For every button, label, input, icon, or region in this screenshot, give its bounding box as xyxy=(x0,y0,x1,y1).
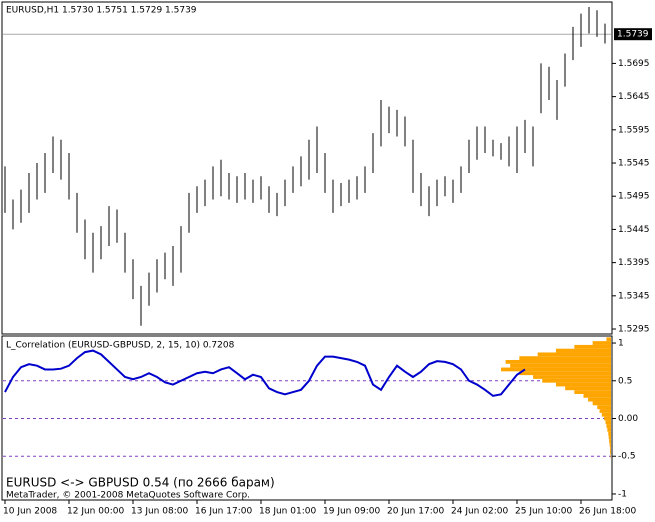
annotation: EURUSD <-> GBPUSD 0.54 (по 2666 барам) xyxy=(6,476,275,490)
histogram-bar xyxy=(599,409,611,413)
x-tick-label: 25 Jun 10:00 xyxy=(515,507,572,517)
x-tick-label: 16 Jun 17:00 xyxy=(195,507,252,517)
footer: MetaTrader, © 2001-2008 MetaQuotes Softw… xyxy=(6,491,250,501)
histogram-bar xyxy=(606,337,611,342)
y-tick-label: 1.5345 xyxy=(618,291,650,301)
x-tick-label: 12 Jun 00:00 xyxy=(67,507,124,517)
x-tick-label: 26 Jun 18:00 xyxy=(579,507,636,517)
histogram-bar xyxy=(607,427,611,432)
y-tick-label: 1.5395 xyxy=(618,258,650,268)
x-tick-label: 24 Jun 02:00 xyxy=(451,507,508,517)
histogram-bar xyxy=(565,386,611,391)
y-tick-label: 1.5495 xyxy=(618,192,650,202)
y-tick-label: 1.5445 xyxy=(618,225,650,235)
histogram-bar xyxy=(505,360,611,364)
y-tick-label: -1 xyxy=(618,489,627,499)
histogram-bar xyxy=(574,344,611,349)
x-tick-label: 10 Jun 2008 xyxy=(3,507,57,517)
y-tick-label: 1.5695 xyxy=(618,59,650,69)
histogram-bar xyxy=(556,348,611,353)
histogram-bar xyxy=(556,382,611,387)
y-tick-label: 1.5545 xyxy=(618,159,650,169)
histogram-bar xyxy=(609,439,611,444)
correlation-line xyxy=(4,349,526,397)
last-price-label: 1.5739 xyxy=(617,30,649,40)
histogram-bar xyxy=(592,401,611,406)
histogram-bar xyxy=(537,352,611,357)
y-tick-label: 1.5645 xyxy=(618,92,650,102)
histogram-bar xyxy=(610,450,611,455)
price-title: EURUSD,H1 1.5730 1.5751 1.5729 1.5739 xyxy=(6,6,197,16)
indicator-title: L_Correlation (EURUSD-GBPUSD, 2, 15, 10)… xyxy=(6,341,235,351)
histogram-bar xyxy=(519,371,611,376)
x-tick-label: 19 Jun 09:00 xyxy=(323,507,380,517)
histogram-bar xyxy=(592,341,611,345)
histogram-bar xyxy=(542,378,611,383)
y-tick-label: -0.5 xyxy=(618,452,636,462)
price-window xyxy=(1,1,613,335)
histogram-bar xyxy=(501,367,611,372)
x-tick-label: 13 Jun 08:00 xyxy=(131,507,188,517)
histogram-bar xyxy=(510,363,611,368)
histogram-bar xyxy=(533,375,611,379)
y-tick-label: 1 xyxy=(618,339,624,349)
last-price-box xyxy=(614,28,652,41)
histogram-bar xyxy=(601,412,611,417)
histogram-bar xyxy=(597,405,611,410)
y-tick-label: 1.5295 xyxy=(618,325,650,335)
histogram-bar xyxy=(605,420,611,425)
histogram-bar xyxy=(608,431,611,436)
histogram-bar xyxy=(609,443,611,447)
histogram-bar xyxy=(610,446,611,451)
histogram-bar xyxy=(588,397,611,402)
histogram-bar xyxy=(606,424,611,428)
y-tick-label: 0.00 xyxy=(618,414,638,424)
y-tick-label: 1.5595 xyxy=(618,125,650,135)
x-tick-label: 20 Jun 17:00 xyxy=(387,507,444,517)
histogram-bar xyxy=(608,435,611,440)
y-tick-label: 0.5 xyxy=(618,376,632,386)
histogram-bar xyxy=(583,393,611,398)
histogram-bar xyxy=(604,416,611,421)
x-tick-label: 18 Jun 01:00 xyxy=(259,507,316,517)
histogram-bar xyxy=(519,356,611,361)
histogram-bar xyxy=(574,390,611,394)
